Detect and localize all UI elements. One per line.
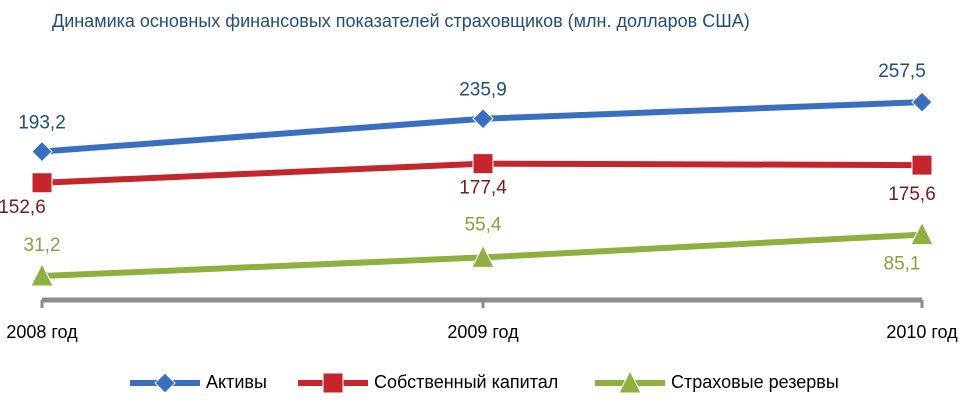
x-tick-label: 2008 год [6, 322, 78, 342]
legend-label: Страховые резервы [671, 372, 839, 392]
chart-title: Динамика основных финансовых показателей… [52, 11, 750, 31]
data-point [911, 154, 933, 176]
data-point [472, 108, 494, 130]
data-label: 152,6 [0, 197, 46, 218]
x-tick-label: 2009 год [447, 322, 519, 342]
data-point [911, 91, 933, 113]
data-label: 177,4 [459, 178, 507, 199]
data-point [472, 153, 494, 175]
data-label: 31,2 [24, 235, 61, 256]
x-tick-label: 2010 год [886, 322, 958, 342]
data-point [910, 221, 934, 246]
data-point [31, 172, 53, 194]
data-point [30, 262, 54, 287]
data-label: 257,5 [878, 61, 926, 82]
legend-marker [322, 372, 344, 394]
data-label: 55,4 [465, 214, 502, 235]
legend-marker [154, 372, 176, 394]
legend-label: Активы [206, 372, 267, 392]
data-point [471, 244, 495, 268]
data-label: 235,9 [459, 80, 507, 101]
data-label: 193,2 [18, 113, 66, 134]
data-label: 85,1 [884, 254, 921, 275]
data-label: 175,6 [888, 184, 936, 205]
legend-marker [618, 369, 642, 394]
data-point [31, 140, 53, 163]
legend-label: Собственный капитал [374, 372, 558, 392]
